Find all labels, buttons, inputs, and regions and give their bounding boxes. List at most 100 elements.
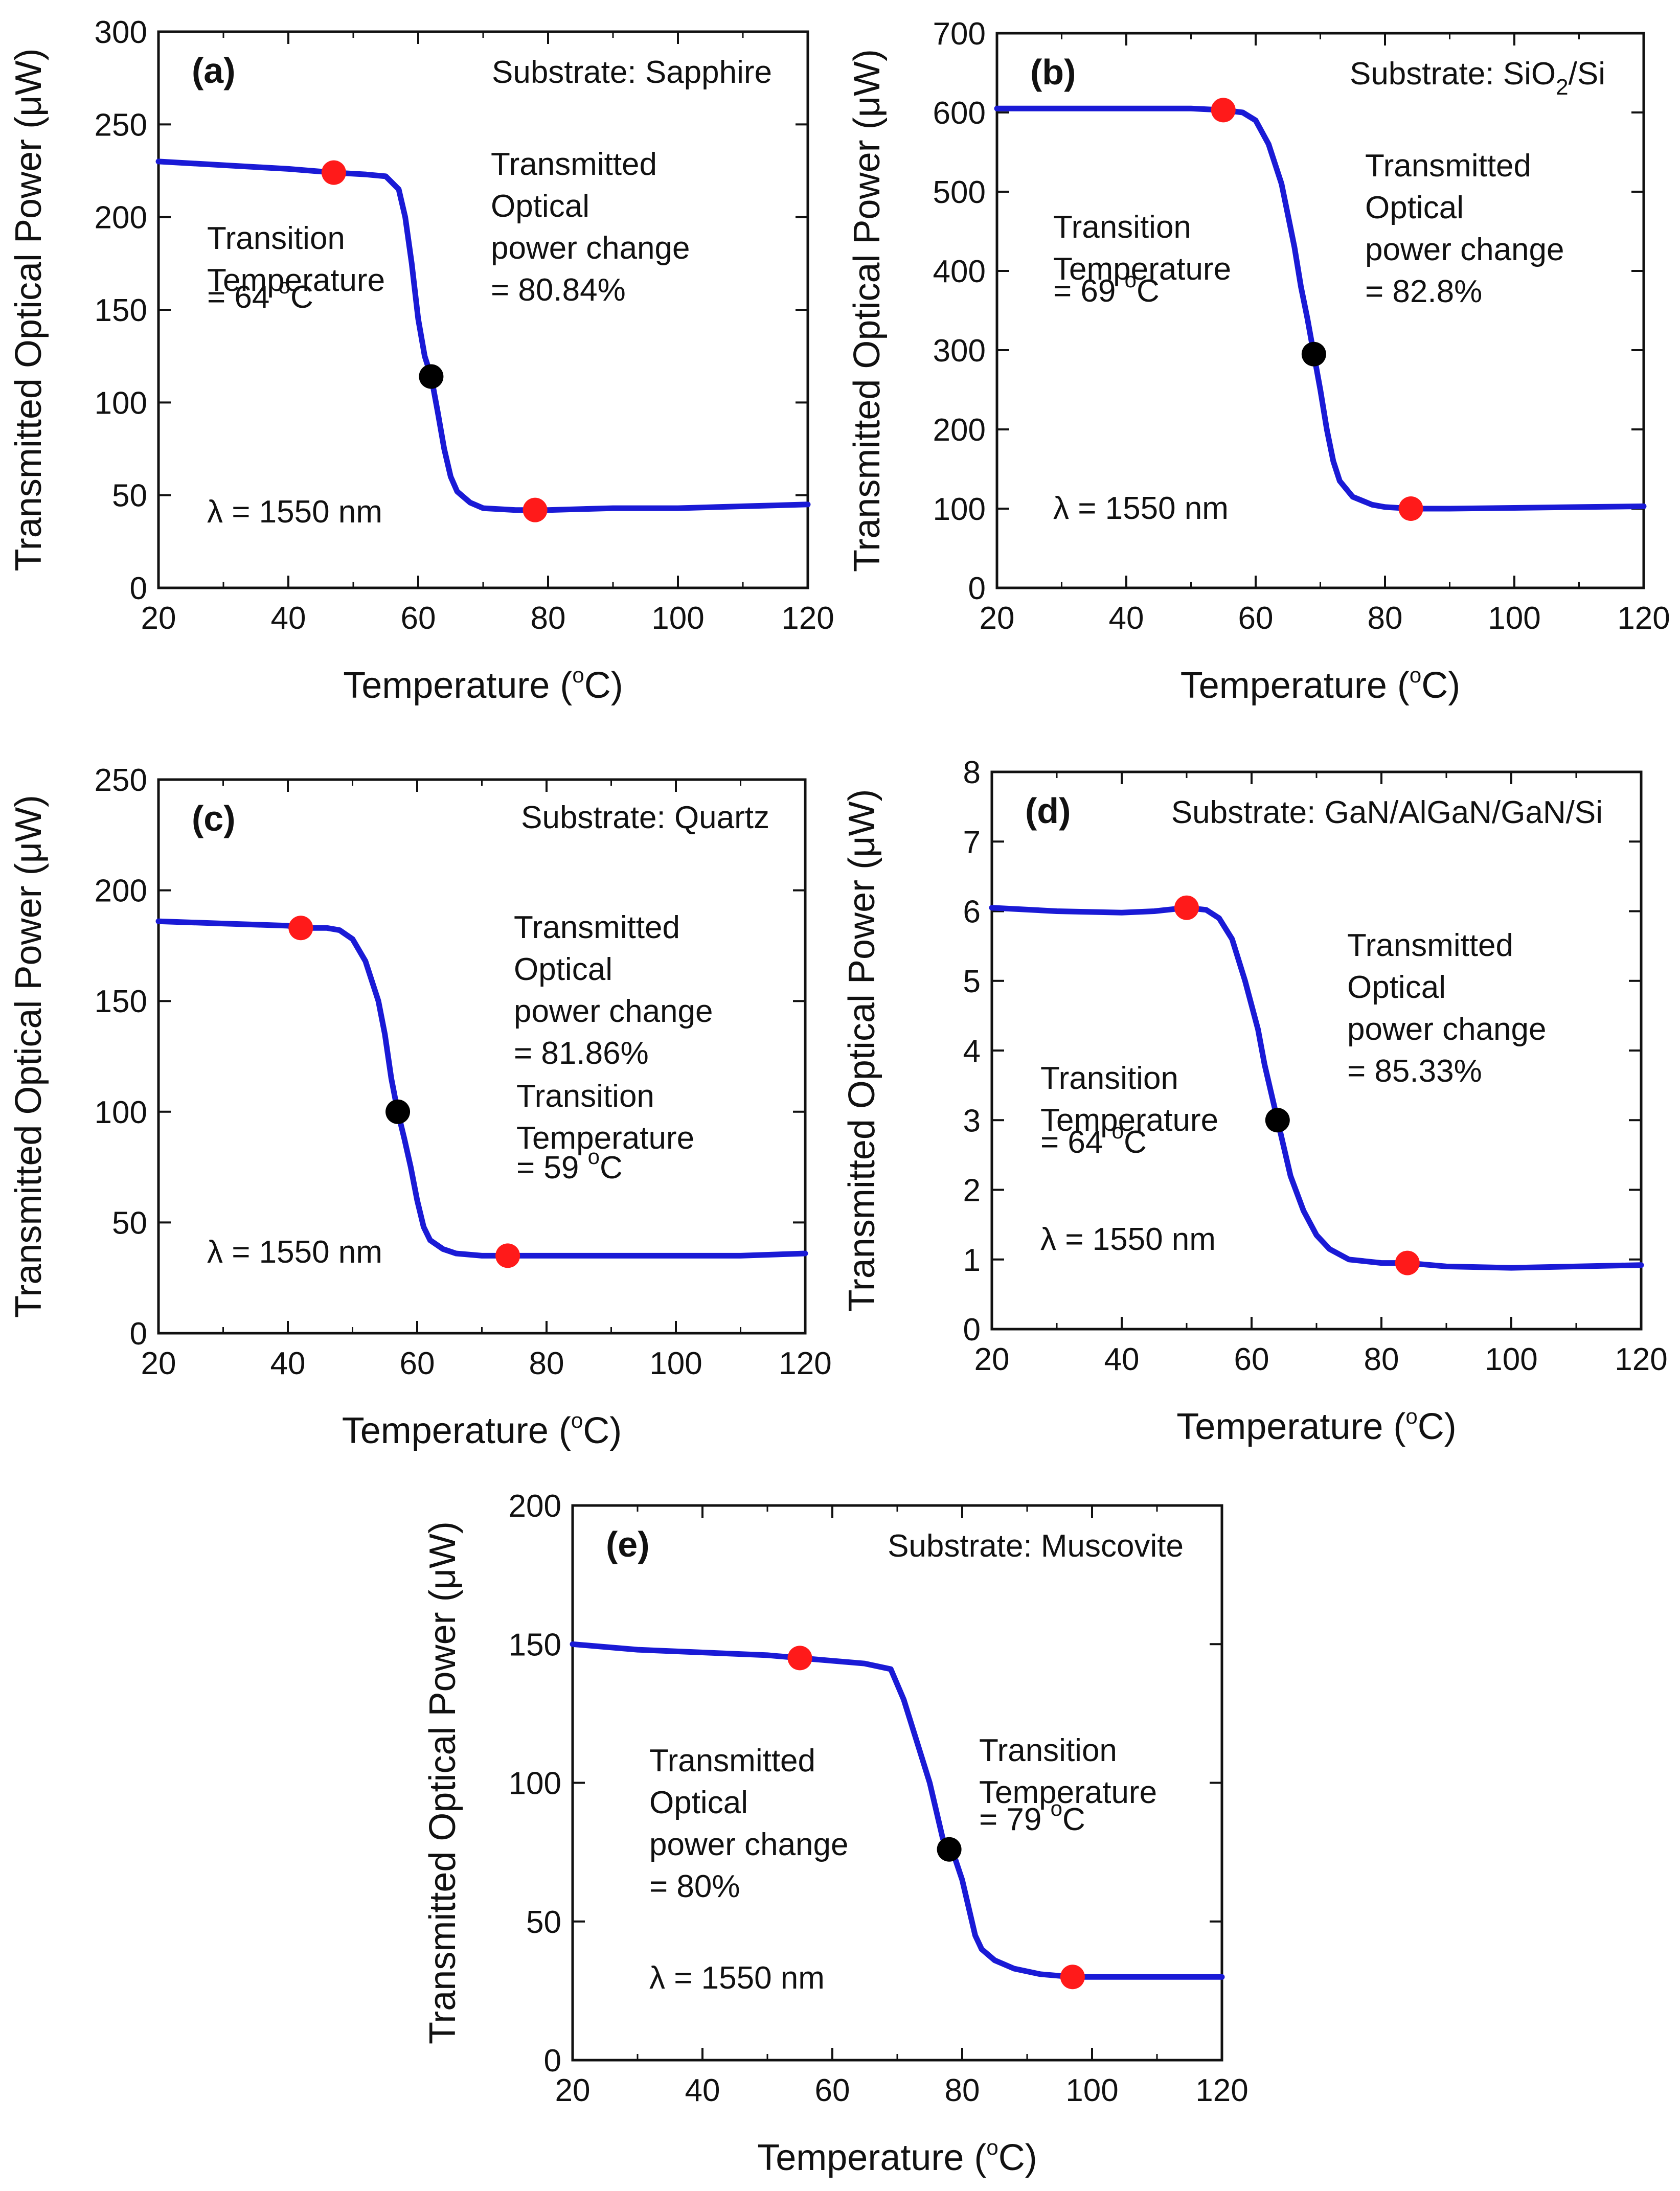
transition-temperature-label: Transition [979,1733,1117,1768]
power-change-annotation: = 85.33% [1347,1054,1482,1089]
transition-point-marker [385,1099,411,1124]
y-axis-title: Transmitted Optical Power (μW) [8,795,49,1318]
y-tick-label: 200 [933,413,986,448]
y-axis-title: Transmitted Optical Power (μW) [842,789,882,1312]
transition-temperature-value: = 79 oC [979,1796,1085,1837]
y-tick-label: 5 [963,964,981,999]
y-tick-label: 200 [95,200,147,236]
transition-temperature-value: = 69 oC [1053,268,1160,309]
substrate-label: Substrate: Muscovite [888,1528,1184,1564]
transition-value-number: = 79 [979,1802,1051,1837]
substrate-label-end: /Si [1569,56,1605,92]
power-change-annotation: Transmitted [1365,148,1531,184]
y-tick-label: 150 [95,293,147,328]
y-axis-title: Transmitted Optical Power (μW) [8,48,49,571]
x-axis-title: Temperature (oC) [1176,1404,1457,1447]
x-axis-title-degree: o [1405,1404,1417,1428]
transition-temperature-label: Transition [516,1079,654,1114]
transition-temperature-label: Temperature [979,1775,1157,1810]
y-tick-label: 7 [963,825,981,860]
power-change-annotation: power change [491,231,690,266]
y-tick-label: 300 [933,333,986,369]
reference-point-marker [321,160,346,185]
y-tick-label: 100 [933,492,986,527]
x-axis-title-degree: o [986,2135,998,2159]
transition-value-number: = 69 [1053,273,1125,309]
y-tick-label: 8 [963,755,981,790]
reference-point-marker [1211,98,1236,123]
x-tick-label: 120 [1617,601,1670,636]
transition-value-number: = 64 [1040,1125,1112,1160]
power-change-annotation: Optical [491,189,589,224]
transition-point-marker [419,364,444,389]
y-tick-label: 2 [963,1173,981,1208]
reference-point-marker [523,497,548,522]
transition-point-marker [937,1837,962,1862]
substrate-label-text: Substrate: Quartz [521,800,769,835]
transition-temperature-value: = 59 oC [516,1145,623,1185]
transition-temperature-label: Temperature [516,1121,694,1156]
transition-temperature-label: Temperature [1053,252,1231,287]
power-change-annotation: Transmitted [514,910,680,945]
transition-value-unit: C [290,280,313,315]
power-change-annotation: Optical [514,952,612,987]
y-tick-label: 50 [112,478,147,514]
transition-value-number: = 59 [516,1150,588,1185]
y-tick-label: 700 [933,16,986,52]
wavelength-label: λ = 1550 nm [207,1235,382,1270]
x-tick-label: 120 [781,601,834,636]
transition-temperature-label: Temperature [1040,1103,1218,1138]
x-tick-label: 40 [1109,601,1144,636]
panel-label: (c) [192,798,236,838]
power-change-annotation: Optical [1365,190,1464,225]
wavelength-label: λ = 1550 nm [207,494,382,530]
x-tick-label: 40 [1104,1342,1140,1377]
transition-value-degree: o [588,1145,600,1169]
y-tick-label: 0 [963,1312,981,1348]
power-change-annotation: = 82.8% [1365,274,1482,309]
power-change-annotation: = 80% [649,1869,740,1904]
power-change-annotation: = 80.84% [491,272,626,308]
x-axis-title-text: Temperature ( [343,665,572,706]
wavelength-label: λ = 1550 nm [1053,491,1229,526]
y-tick-label: 0 [130,1316,147,1352]
panel-label: (d) [1025,791,1071,831]
transition-temperature-label: Transition [1053,210,1191,245]
x-tick-label: 80 [531,601,566,636]
transition-temperature-label: Transition [207,221,345,256]
x-axis-title-unit: C) [998,2137,1037,2178]
transition-value-unit: C [1062,1802,1085,1837]
y-tick-label: 50 [112,1205,147,1241]
x-axis-title: Temperature (oC) [343,663,623,706]
x-tick-label: 80 [529,1346,564,1381]
reference-point-marker [495,1243,520,1268]
x-tick-label: 40 [270,1346,306,1381]
x-tick-label: 80 [945,2073,980,2108]
transition-value-unit: C [1124,1125,1147,1160]
reference-point-marker [787,1646,812,1671]
substrate-label: Substrate: SiO2/Si [1350,56,1605,100]
x-axis-title-unit: C) [1421,665,1460,706]
x-axis-title: Temperature (oC) [1180,663,1461,706]
transition-value-unit: C [1137,273,1160,309]
x-axis-title-unit: C) [584,665,623,706]
y-tick-label: 4 [963,1034,981,1069]
x-axis-title-text: Temperature ( [1180,665,1410,706]
power-change-annotation: Transmitted [1347,928,1513,963]
x-tick-label: 40 [685,2073,720,2108]
x-tick-label: 60 [1234,1342,1269,1377]
data-series-line [155,158,811,513]
panel-b: 20 40 60 80 100 120 0 100 200 300 400 500 600 700 Temp… [847,16,1670,706]
transition-temperature-label: Temperature [207,263,385,298]
y-tick-label: 6 [963,895,981,930]
panel-label: (e) [606,1524,650,1564]
x-axis-title-unit: C) [583,1410,622,1451]
x-tick-label: 60 [401,601,436,636]
substrate-label-text: Substrate: SiO [1350,56,1556,92]
y-tick-label: 150 [95,984,147,1019]
reference-point-marker [288,916,313,941]
y-axis-title: Transmitted Optical Power (μW) [847,49,888,572]
x-tick-label: 100 [1485,1342,1537,1377]
x-tick-label: 100 [1488,601,1540,636]
